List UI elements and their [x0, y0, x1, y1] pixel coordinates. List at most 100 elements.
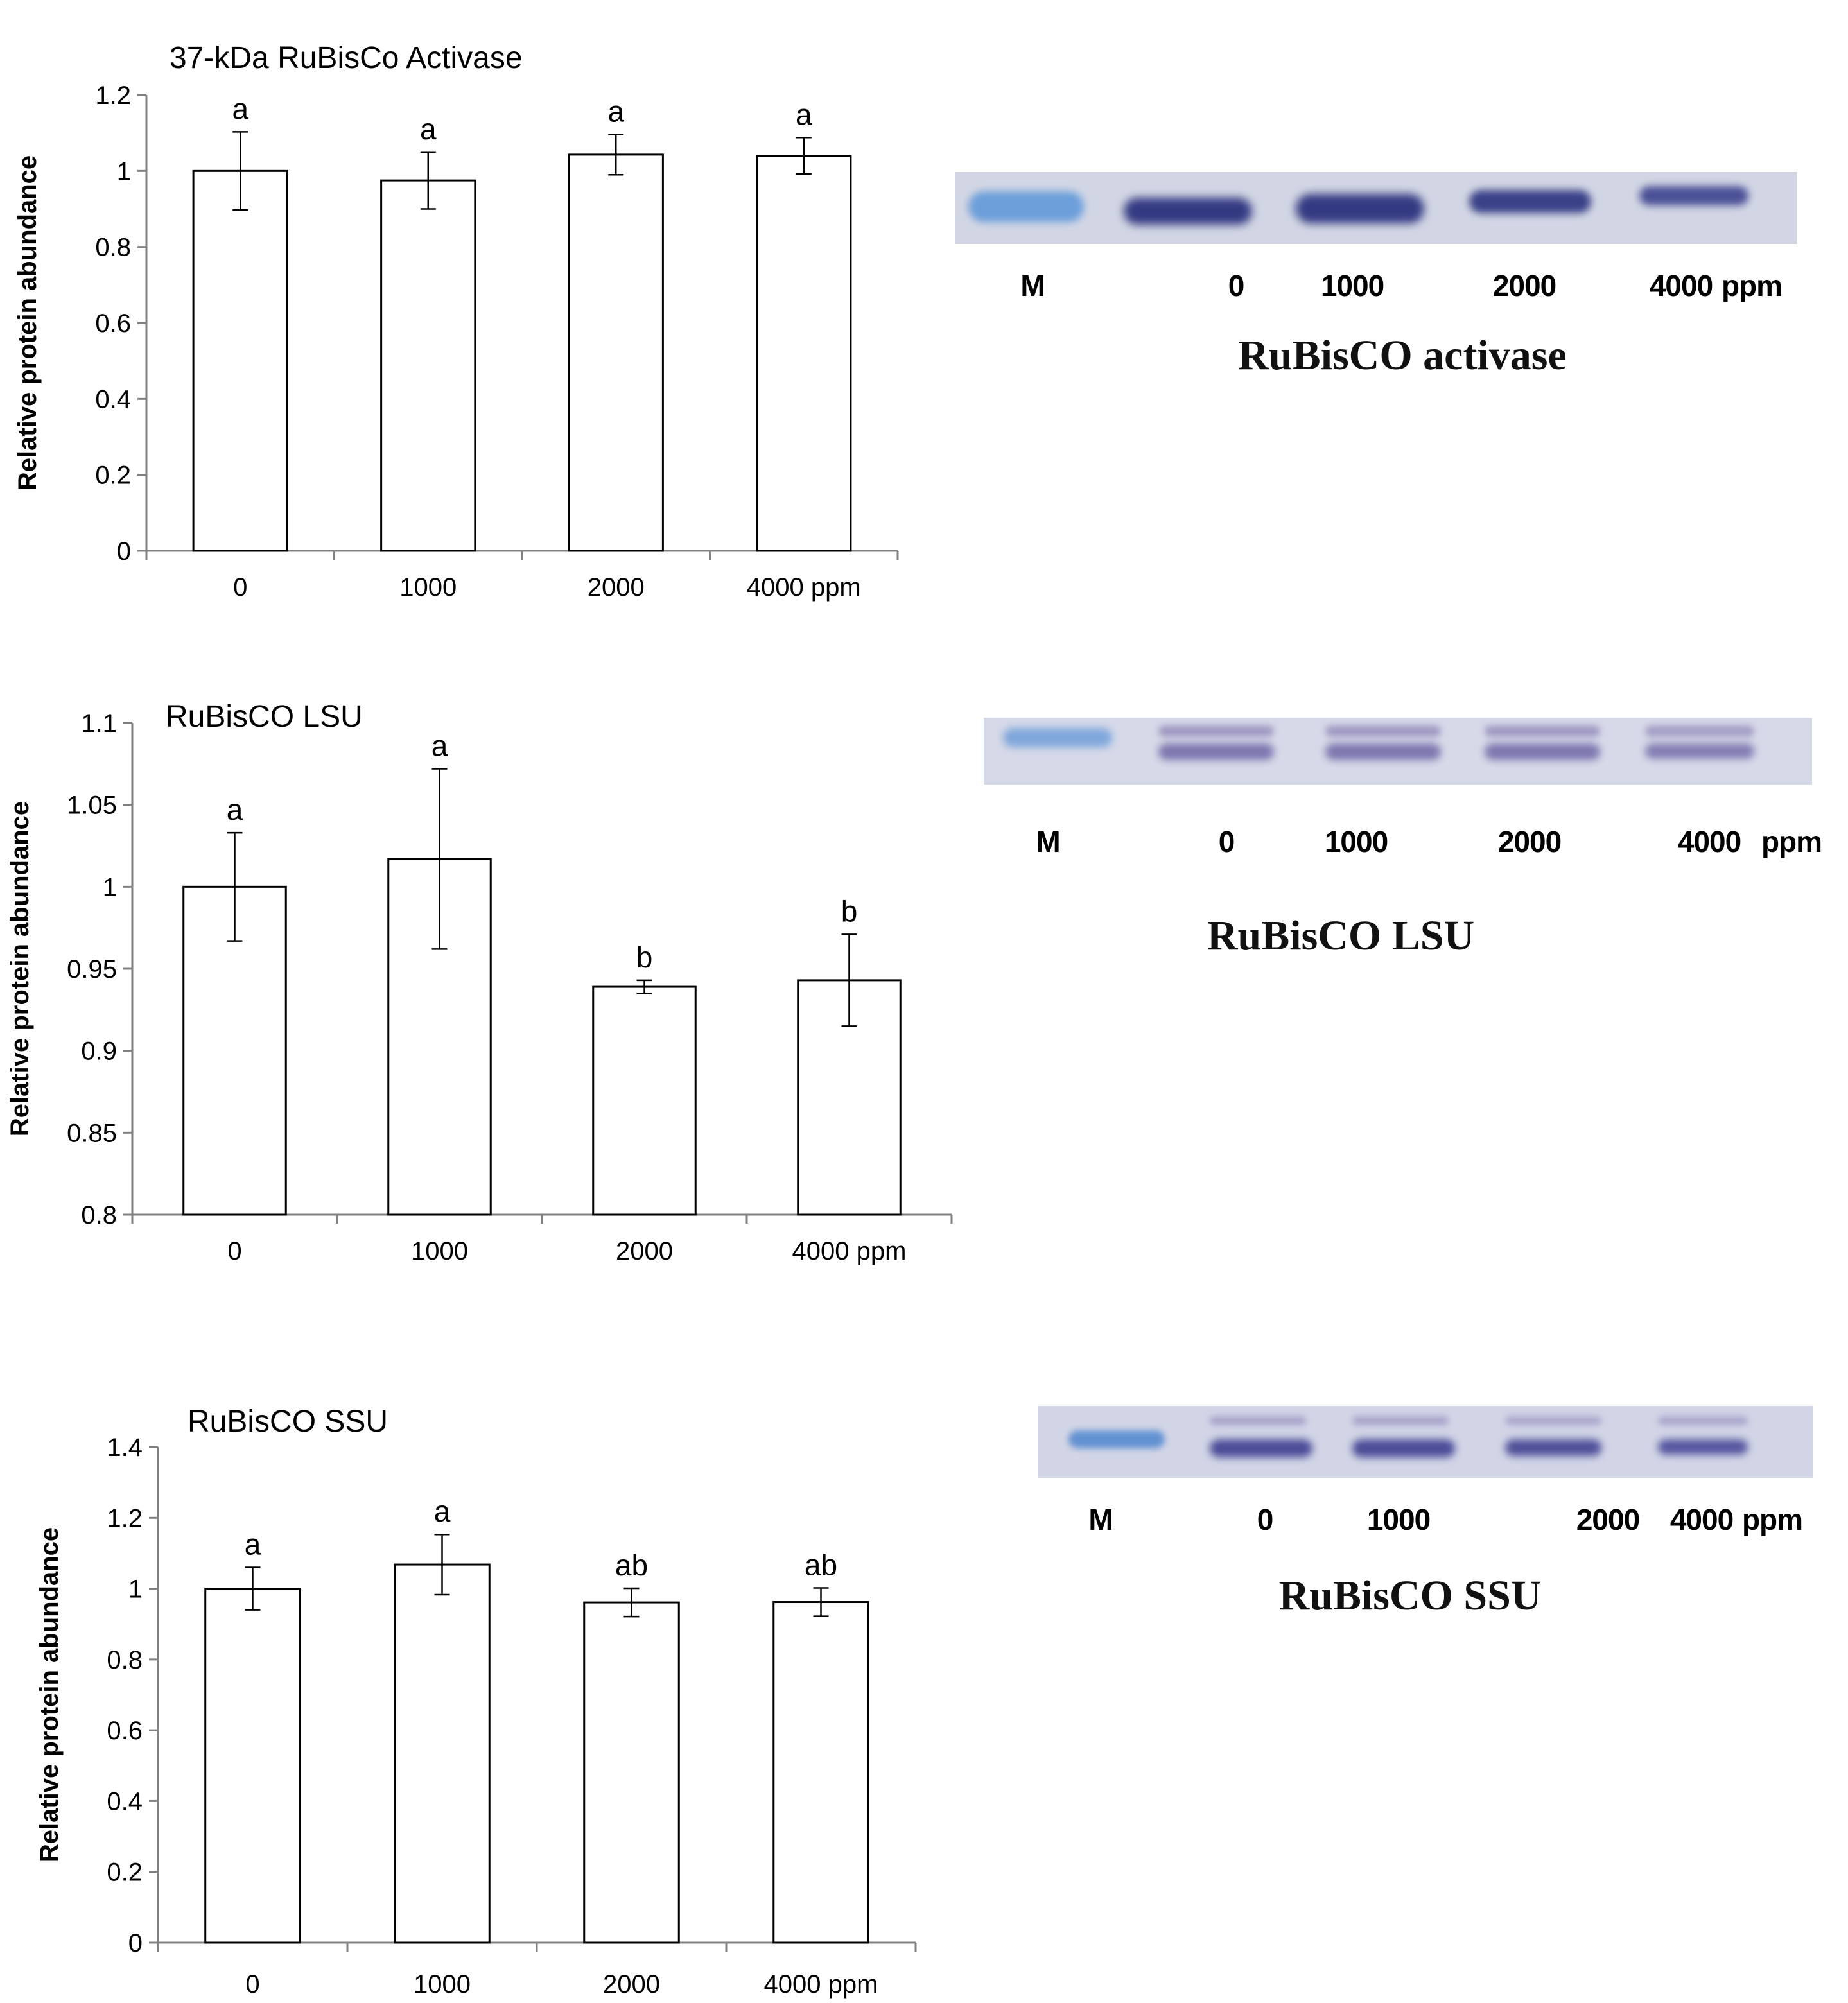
lane-label: M: [1036, 825, 1060, 858]
bar: [568, 153, 664, 552]
x-tick-label: 0: [233, 573, 247, 602]
y-tick-label: 0.8: [81, 1201, 117, 1229]
lane-label: 1000: [1320, 269, 1384, 302]
lane-label: 2000: [1576, 1503, 1640, 1536]
lane-label: 2000: [1497, 825, 1562, 858]
x-tick-label: 4000 ppm: [764, 1970, 878, 1999]
sample-band: [1645, 725, 1754, 737]
y-tick-label: 1.1: [81, 709, 117, 738]
x-tick-label: 0: [245, 1970, 259, 1999]
x-tick-label: 0: [227, 1237, 241, 1265]
lane-label: 0: [1218, 825, 1235, 858]
y-tick-label: 1: [128, 1575, 143, 1604]
y-tick-label: 1.2: [95, 82, 131, 110]
sample-band: [1210, 1416, 1306, 1425]
bar: [592, 985, 697, 1216]
sample-band: [1352, 1416, 1449, 1425]
x-tick-label: 4000 ppm: [792, 1237, 907, 1265]
chart-rubisco-ssu: RuBisCO SSU Relative protein abundance 0 0.…: [35, 1405, 917, 1999]
y-tick-label: 0.95: [67, 955, 117, 984]
significance-label: a: [227, 793, 243, 826]
lane-label: 1000: [1324, 825, 1388, 858]
lane-label: M: [1088, 1503, 1113, 1536]
lane-label: M: [1020, 269, 1045, 302]
y-tick-label: 1.2: [107, 1504, 143, 1532]
sample-band: [1296, 194, 1424, 223]
sample-band: [1658, 1439, 1748, 1455]
bar: [772, 1601, 869, 1944]
y-tick-label: 0.2: [107, 1859, 143, 1887]
y-tick-label: 1.05: [67, 792, 117, 820]
chart-rubisco-activase: 37-kDa RuBisCo Activase Relative protein …: [13, 41, 899, 602]
y-tick-label: 1: [103, 873, 117, 901]
lane-label: 0: [1228, 269, 1245, 302]
sample-band: [1210, 1439, 1312, 1457]
bar: [394, 1563, 491, 1944]
sample-band: [1485, 725, 1600, 737]
x-tick-label: 1000: [411, 1237, 468, 1265]
gel-caption: RuBisCO SSU: [1278, 1572, 1542, 1619]
significance-label: a: [431, 729, 448, 762]
marker-band: [968, 191, 1084, 222]
y-tick-label: 0.9: [81, 1037, 117, 1066]
significance-label: b: [841, 894, 858, 928]
chart-rubisco-lsu: RuBisCO LSU Relative protein abundance 0.8…: [6, 700, 953, 1265]
y-tick-label: 0.8: [95, 234, 131, 262]
gel-panel-activase: M 0 1000 2000 4000 ppm RuBisCO activase: [955, 172, 1797, 384]
y-tick-label: 0.4: [95, 385, 131, 413]
bar: [192, 169, 288, 552]
sample-band: [1158, 725, 1274, 737]
gel-image: [1038, 1406, 1813, 1478]
sample-band: [1639, 186, 1748, 205]
x-tick-label: 1000: [399, 573, 457, 602]
significance-label: a: [434, 1495, 451, 1528]
x-tick-label: 4000 ppm: [747, 573, 861, 602]
lane-label: 4000: [1649, 269, 1713, 302]
lane-label: 4000: [1669, 1503, 1734, 1536]
bar: [380, 179, 476, 552]
marker-band: [1068, 1430, 1165, 1448]
gel-panel-lsu: M 0 1000 2000 4000 ppm RuBisCO LSU: [984, 718, 1838, 968]
lane-label: ppm: [1741, 1503, 1803, 1536]
y-tick-label: 0.4: [107, 1787, 143, 1816]
lane-label: 4000: [1677, 825, 1741, 858]
x-tick-label: 1000: [414, 1970, 471, 1999]
x-tick-label: 2000: [588, 573, 645, 602]
chart-title: 37-kDa RuBisCo Activase: [170, 41, 523, 75]
sample-band: [1325, 725, 1441, 737]
gel-image: [984, 718, 1812, 785]
lane-label: ppm: [1761, 825, 1822, 858]
y-tick-label: 0.85: [67, 1119, 117, 1147]
y-tick-label: 0.2: [95, 462, 131, 490]
gel-panel-ssu: M 0 1000 2000 4000 ppm RuBisCO SSU: [1038, 1406, 1834, 1637]
y-axis-label: Relative protein abundance: [35, 1527, 64, 1862]
sample-band: [1124, 198, 1252, 225]
gel-caption: RuBisCO activase: [1238, 332, 1567, 379]
y-tick-label: 1: [117, 157, 131, 186]
lane-label: ppm: [1721, 269, 1783, 302]
sample-band: [1645, 743, 1754, 759]
significance-label: ab: [615, 1548, 648, 1582]
chart-title: RuBisCO LSU: [166, 700, 363, 734]
gel-caption: RuBisCO LSU: [1207, 912, 1475, 959]
bar: [756, 155, 852, 552]
y-tick-label: 0.8: [107, 1646, 143, 1674]
x-tick-label: 2000: [616, 1237, 673, 1265]
y-tick-label: 1.4: [107, 1434, 143, 1462]
sample-band: [1505, 1416, 1601, 1425]
significance-label: b: [636, 941, 653, 974]
significance-label: a: [420, 112, 437, 146]
y-axis-label: Relative protein abundance: [6, 801, 34, 1136]
sample-band: [1352, 1439, 1455, 1457]
significance-label: a: [796, 98, 812, 131]
significance-label: ab: [805, 1548, 837, 1581]
bar: [204, 1588, 301, 1944]
sample-band: [1469, 190, 1591, 213]
chart-title: RuBisCO SSU: [187, 1405, 388, 1439]
sample-band: [1658, 1416, 1748, 1425]
y-tick-label: 0.6: [95, 309, 131, 338]
marker-band: [1003, 728, 1112, 747]
x-tick-label: 2000: [603, 1970, 660, 1999]
lane-label: 1000: [1366, 1503, 1431, 1536]
sample-band: [1505, 1439, 1601, 1456]
